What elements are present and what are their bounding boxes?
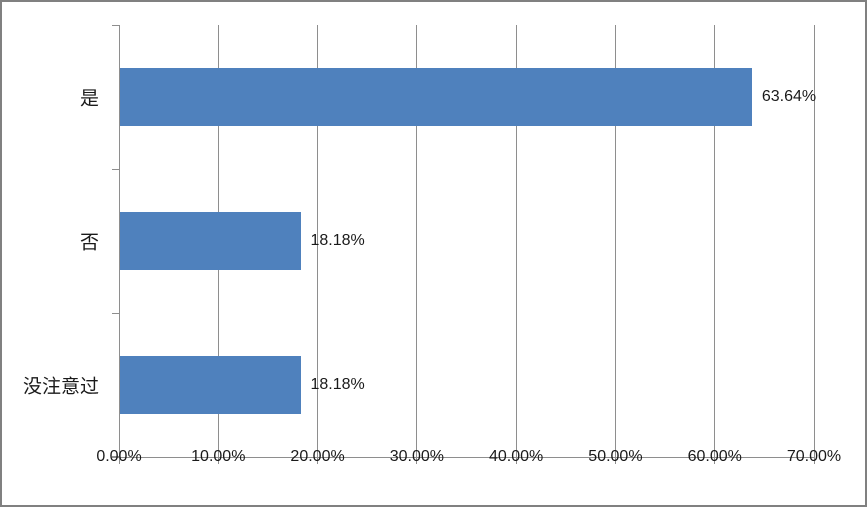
value-axis-tick: [515, 457, 517, 464]
value-axis-tick: [813, 457, 815, 464]
vertical-gridline: [317, 25, 319, 457]
bar-否: [120, 212, 301, 270]
bar-没注意过: [120, 356, 301, 414]
value-axis-tick: [217, 457, 219, 464]
value-axis-tick-label: 50.00%: [588, 448, 643, 465]
category-axis-tick: [112, 313, 119, 314]
vertical-gridline: [714, 25, 716, 457]
vertical-gridline: [813, 25, 815, 457]
value-axis-tick-label: 40.00%: [489, 448, 544, 465]
value-axis-tick: [714, 457, 716, 464]
value-axis-tick: [416, 457, 418, 464]
vertical-gridline: [416, 25, 418, 457]
category-axis-tick: [112, 169, 119, 170]
category-label: 是: [79, 88, 99, 110]
value-axis-tick-label: 0.00%: [96, 448, 142, 465]
value-axis-tick-label: 20.00%: [290, 448, 345, 465]
bar-是: [120, 68, 752, 126]
value-axis-tick-label: 70.00%: [786, 448, 842, 465]
value-axis-tick: [614, 457, 616, 464]
category-axis-tick: [112, 25, 119, 26]
vertical-gridline: [515, 25, 517, 457]
category-label: 否: [79, 232, 99, 254]
plot-area: 63.64% 18.18% 18.18% 是否没注意过: [23, 25, 817, 464]
category-label: 没注意过: [22, 376, 99, 398]
category-axis-tick: [112, 456, 119, 457]
category-axis-line: [112, 457, 814, 458]
vertical-gridline: [614, 25, 616, 457]
data-label: 63.64%: [761, 88, 817, 105]
data-label: 18.18%: [310, 232, 365, 249]
value-axis-tick-label: 60.00%: [687, 448, 742, 465]
value-axis-tick-label: 30.00%: [389, 448, 444, 465]
value-axis-tick-label: 10.00%: [191, 448, 246, 465]
value-axis-tick: [317, 457, 319, 464]
value-axis-line-zero: [119, 25, 120, 464]
data-label: 18.18%: [310, 376, 365, 393]
